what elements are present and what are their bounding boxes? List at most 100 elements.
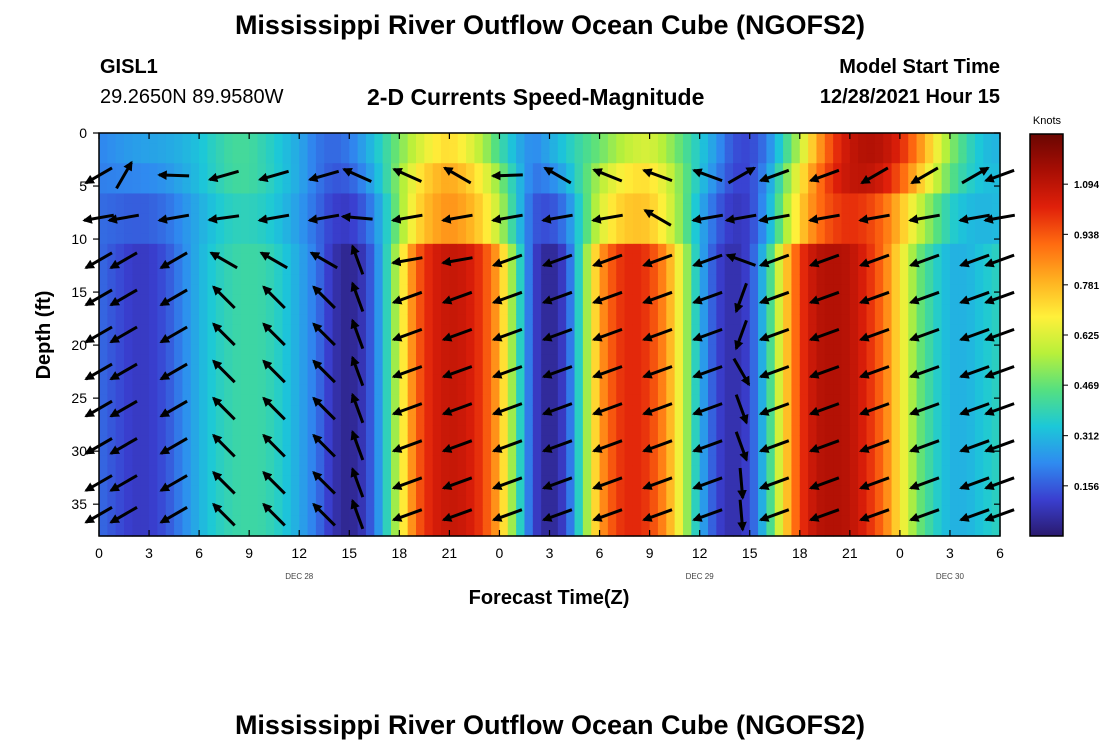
heatmap-cell <box>557 223 567 235</box>
heatmap-cell <box>449 233 459 245</box>
heatmap-cell <box>849 354 859 366</box>
heatmap-cell <box>941 354 951 366</box>
heatmap-cell <box>516 475 526 487</box>
heatmap-cell <box>424 304 434 315</box>
heatmap-cell <box>449 435 459 446</box>
heatmap-cell <box>149 465 158 477</box>
heatmap-cell <box>157 183 167 195</box>
heatmap-cell <box>774 304 784 315</box>
heatmap-cell <box>766 475 776 487</box>
heatmap-cell <box>482 223 492 235</box>
heatmap-cell <box>407 344 417 356</box>
heatmap-cell <box>599 425 609 436</box>
heatmap-cell <box>616 455 626 467</box>
heatmap-cell <box>557 415 567 426</box>
heatmap-cell <box>140 394 150 406</box>
heatmap-cell <box>182 233 192 245</box>
heatmap-cell <box>699 183 709 195</box>
heatmap-cell <box>315 294 325 305</box>
heatmap-cell <box>557 445 567 456</box>
heatmap-cell <box>624 314 634 326</box>
heatmap-cell <box>457 143 467 154</box>
heatmap-cell <box>632 475 642 487</box>
heatmap-cell <box>974 284 984 295</box>
heatmap-cell <box>324 213 334 225</box>
heatmap-cell <box>599 354 609 366</box>
heatmap-cell <box>349 193 359 205</box>
current-vector <box>758 439 790 453</box>
current-vector <box>591 439 623 453</box>
heatmap-cell <box>307 153 317 164</box>
heatmap-cell <box>758 304 767 315</box>
heatmap-cell <box>666 284 676 295</box>
heatmap-cell <box>824 183 834 195</box>
heatmap-cell <box>591 203 601 215</box>
heatmap-cell <box>574 173 584 184</box>
heatmap-cell <box>657 203 667 215</box>
heatmap-cell <box>357 364 367 376</box>
heatmap-cell <box>140 465 150 477</box>
heatmap-cell <box>190 314 200 326</box>
heatmap-cell <box>457 133 467 144</box>
heatmap-cell <box>791 153 801 164</box>
heatmap-cell <box>808 284 818 295</box>
heatmap-cell <box>390 425 400 436</box>
heatmap-cell <box>966 445 976 456</box>
heatmap-cell <box>766 153 776 164</box>
heatmap-cell <box>891 515 901 527</box>
heatmap-cell <box>374 253 384 265</box>
heatmap-cell <box>833 525 843 537</box>
heatmap-cell <box>190 233 200 245</box>
heatmap-cell <box>232 233 242 245</box>
heatmap-cell <box>474 203 484 215</box>
heatmap-cell <box>516 143 526 154</box>
heatmap-cell <box>140 143 150 154</box>
heatmap-cell <box>491 384 501 396</box>
heatmap-cell <box>390 485 400 497</box>
heatmap-cell <box>866 183 876 195</box>
heatmap-cell <box>724 304 734 315</box>
heatmap-cell <box>566 344 576 356</box>
heatmap-cell <box>365 525 375 537</box>
heatmap-cell <box>232 314 242 326</box>
heatmap-cell <box>607 525 617 537</box>
heatmap-cell <box>199 465 209 477</box>
heatmap-cell <box>482 465 492 477</box>
heatmap-cell <box>649 465 659 477</box>
heatmap-cell <box>332 415 342 426</box>
heatmap-cell <box>624 405 634 416</box>
heatmap-cell <box>924 324 934 336</box>
heatmap-cell <box>741 223 751 235</box>
heatmap-cell <box>349 364 359 376</box>
heatmap-cell <box>833 495 843 507</box>
heatmap-cell <box>466 294 476 305</box>
heatmap-cell <box>708 183 717 195</box>
heatmap-cell <box>624 263 634 275</box>
heatmap-cell <box>215 263 225 275</box>
heatmap-cell <box>215 173 225 184</box>
heatmap-cell <box>816 394 826 406</box>
heatmap-cell <box>557 233 567 245</box>
heatmap-cell <box>449 274 459 285</box>
heatmap-cell <box>299 425 309 436</box>
heatmap-cell <box>424 495 434 507</box>
heatmap-cell <box>783 364 793 376</box>
heatmap-cell <box>582 344 592 356</box>
heatmap-cell <box>924 133 934 144</box>
heatmap-cell <box>741 274 751 285</box>
heatmap-cell <box>232 203 242 215</box>
heatmap-cell <box>874 233 884 245</box>
heatmap-cell <box>315 133 325 144</box>
heatmap-cell <box>532 324 542 336</box>
heatmap-cell <box>149 445 158 456</box>
heatmap-cell <box>841 213 851 225</box>
heatmap-cell <box>749 384 759 396</box>
heatmap-cell <box>549 485 559 497</box>
heatmap-cell <box>474 163 484 174</box>
heatmap-cell <box>374 394 384 406</box>
heatmap-cell <box>691 455 701 467</box>
heatmap-cell <box>491 183 501 195</box>
heatmap-cell <box>916 394 926 406</box>
heatmap-cell <box>557 304 567 315</box>
current-vector <box>734 431 749 462</box>
